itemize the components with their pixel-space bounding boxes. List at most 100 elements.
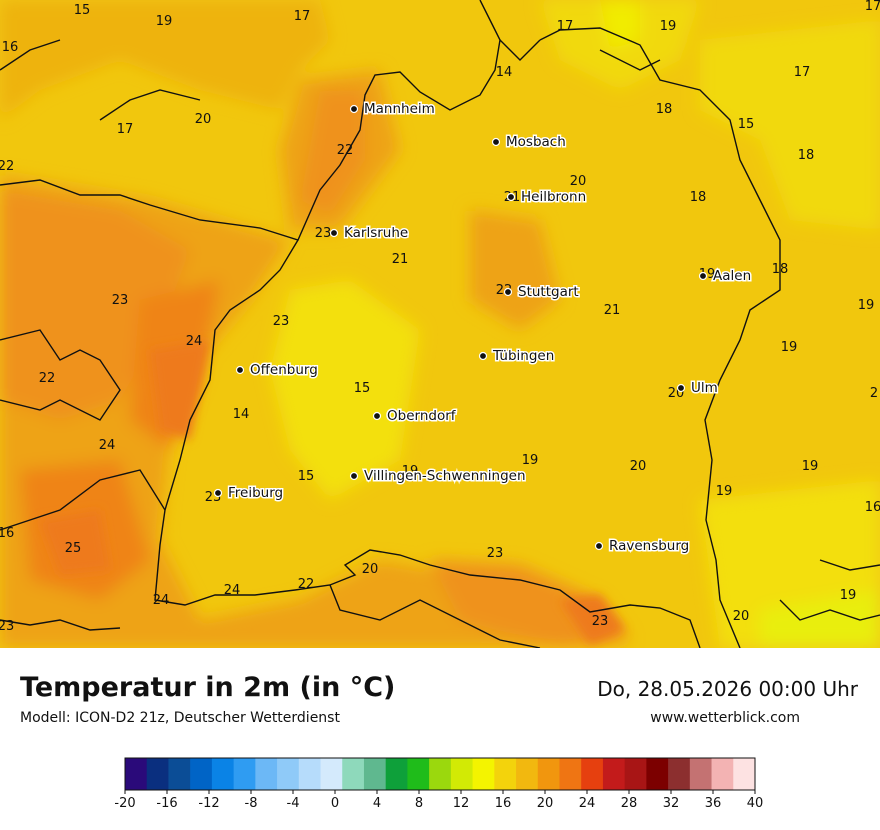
borders <box>0 0 880 648</box>
temperature-label: 2 <box>870 386 878 401</box>
city-marker[interactable]: Oberndorf <box>372 407 458 426</box>
city-name: Oberndorf <box>387 408 457 424</box>
temperature-label: 21 <box>392 252 409 267</box>
city-marker[interactable]: Stuttgart <box>503 283 580 302</box>
temperature-label: 18 <box>690 190 707 205</box>
legend-tick-label: 36 <box>705 796 722 811</box>
legend-swatch <box>472 758 495 790</box>
legend-swatch <box>668 758 691 790</box>
city-marker[interactable]: Mannheim <box>349 100 436 119</box>
legend-swatch <box>146 758 169 790</box>
legend-swatch <box>363 758 387 790</box>
legend-swatch <box>711 758 734 790</box>
city-marker[interactable]: Tübingen <box>478 347 556 366</box>
legend-tick-label: 32 <box>663 796 680 811</box>
city-marker[interactable]: Mosbach <box>491 133 567 152</box>
forecast-datetime: Do, 28.05.2026 00:00 Uhr <box>597 677 858 701</box>
city-dot-icon <box>491 137 501 147</box>
legend-tick-label: 40 <box>747 796 764 811</box>
city-dot-icon <box>594 541 604 551</box>
legend-swatch <box>429 758 452 790</box>
temperature-label: 19 <box>858 298 875 313</box>
legend-tick-label: -8 <box>245 796 258 811</box>
temperature-label: 15 <box>298 469 315 484</box>
legend-swatch <box>689 758 712 790</box>
temperature-label: 19 <box>716 484 733 499</box>
city-marker[interactable]: Karlsruhe <box>329 224 410 243</box>
temperature-label: 24 <box>99 438 116 453</box>
temperature-label: 20 <box>362 562 379 577</box>
city-dot-icon <box>503 287 513 297</box>
temperature-label: 16 <box>865 500 880 515</box>
legend-swatch <box>190 758 213 790</box>
city-name: Tübingen <box>492 348 554 364</box>
legend-swatch <box>168 758 191 790</box>
city-marker[interactable]: Freiburg <box>213 484 285 503</box>
temperature-label: 19 <box>840 588 857 603</box>
city-dot-icon <box>698 271 708 281</box>
temperature-label: 20 <box>630 459 647 474</box>
temperature-label: 20 <box>570 174 587 189</box>
temperature-label: 24 <box>224 583 241 598</box>
temperature-label: 22 <box>298 577 315 592</box>
temperature-label: 19 <box>522 453 539 468</box>
city-marker[interactable]: Aalen <box>698 267 753 286</box>
legend-swatch <box>537 758 560 790</box>
legend-swatch <box>624 758 647 790</box>
temperature-label: 18 <box>798 148 815 163</box>
city-dot-icon <box>506 192 516 202</box>
temperature-label: 22 <box>337 143 354 158</box>
city-name: Stuttgart <box>518 284 579 300</box>
city-dot-icon <box>349 471 359 481</box>
footer: Temperatur in 2m (in °C) Modell: ICON-D2… <box>0 648 880 830</box>
city-dot-icon <box>676 383 686 393</box>
temperature-map[interactable]: 15 19 17 17 19 17 16 14 17 20 17 18 15 22 18 22 20 21 18 23… <box>0 0 880 648</box>
legend-tick-label: 4 <box>373 796 381 811</box>
city-dot-icon <box>329 228 339 238</box>
legend-swatch <box>277 758 300 790</box>
legend-tick-label: 8 <box>415 796 423 811</box>
temperature-label: 23 <box>0 619 14 634</box>
legend-swatch <box>559 758 582 790</box>
temperature-label: 17 <box>294 9 311 24</box>
city-name: Offenburg <box>250 362 318 378</box>
temperature-label: 23 <box>315 226 332 241</box>
temperature-label: 18 <box>772 262 789 277</box>
legend-tick-label: -4 <box>287 796 300 811</box>
temperature-label: 24 <box>186 334 203 349</box>
legend-swatch <box>125 758 148 790</box>
temperature-label: 17 <box>865 0 880 14</box>
temperature-label: 22 <box>0 159 14 174</box>
legend-tick-label: -16 <box>156 796 177 811</box>
temperature-label: 23 <box>273 314 290 329</box>
legend-swatch <box>233 758 256 790</box>
city-dot-icon <box>349 104 359 114</box>
legend-tick-label: 16 <box>495 796 512 811</box>
city-dot-icon <box>478 351 488 361</box>
city-name: Heilbronn <box>521 189 586 205</box>
city-marker[interactable]: Ulm <box>676 379 719 398</box>
temperature-label: 23 <box>487 546 504 561</box>
legend-swatch <box>450 758 473 790</box>
city-marker[interactable]: Offenburg <box>235 361 319 380</box>
temperature-label: 23 <box>112 293 129 308</box>
temperature-label: 17 <box>117 122 134 137</box>
city-dot-icon <box>235 365 245 375</box>
legend-swatch <box>581 758 604 790</box>
temperature-label: 19 <box>660 19 677 34</box>
city-marker[interactable]: Ravensburg <box>594 537 691 556</box>
city-marker[interactable]: Heilbronn <box>506 188 588 207</box>
legend-swatch <box>733 758 756 790</box>
temperature-label: 19 <box>781 340 798 355</box>
legend-swatch <box>298 758 321 790</box>
legend-swatch <box>385 758 408 790</box>
city-name: Ravensburg <box>609 538 689 554</box>
city-marker[interactable]: Villingen-Schwenningen <box>349 467 527 486</box>
temperature-label: 19 <box>402 464 419 479</box>
city-markers: Mannheim Mosbach Heilbronn Karlsruhe Aalen St… <box>213 100 753 556</box>
temperature-label: 25 <box>65 541 82 556</box>
legend-frame <box>124 757 756 791</box>
map-title: Temperatur in 2m (in °C) <box>20 672 396 703</box>
temperature-label: 17 <box>557 19 574 34</box>
model-info: Modell: ICON-D2 21z, Deutscher Wetterdie… <box>20 710 340 726</box>
